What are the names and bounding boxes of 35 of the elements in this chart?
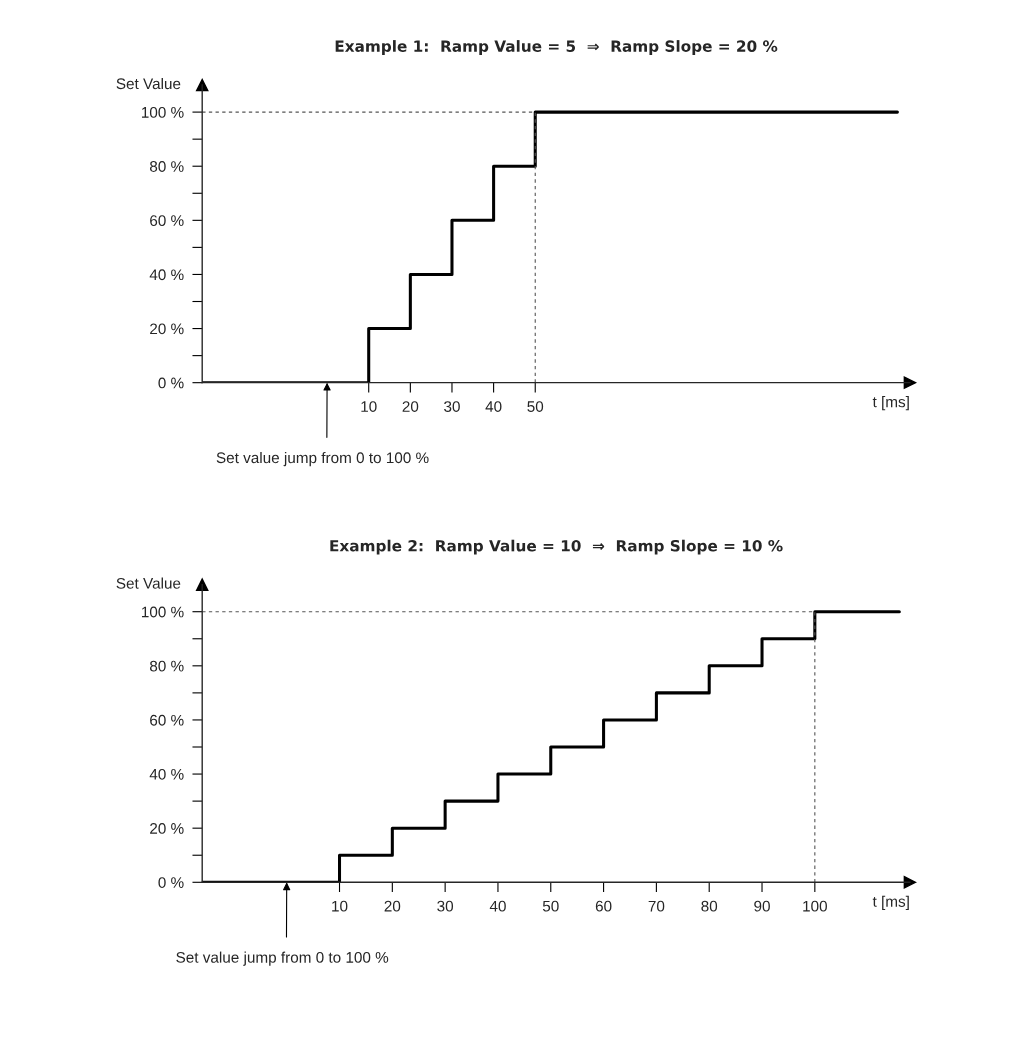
x-axis-title: t [ms]: [872, 895, 909, 910]
y-axis-title: Set Value: [116, 77, 181, 90]
chart-title: Example 1: Ramp Value = 5 ⇒ Ramp Slope = 20 %: [335, 40, 778, 55]
x-tick-label: 20: [402, 401, 419, 412]
x-tick-label: 10: [332, 900, 348, 912]
y-tick-label: 40 %: [149, 768, 184, 780]
y-tick-label: 60 %: [150, 714, 184, 726]
annotation: Set value jump from 0 to 100 %: [216, 451, 429, 467]
y-tick-label: 20 %: [150, 823, 184, 834]
y-tick-label: 80 %: [149, 161, 184, 172]
x-tick-label: 20: [384, 900, 401, 912]
x-tick-label: 50: [542, 900, 559, 912]
x-tick-label: 70: [648, 900, 665, 912]
x-tick-label: 30: [437, 900, 454, 912]
annotation: Set value jump from 0 to 100 %: [176, 951, 389, 966]
x-tick-label: 30: [444, 401, 460, 412]
x-tick-label: 60: [595, 900, 612, 912]
y-axis-title: Set Value: [116, 577, 181, 589]
x-tick-label: 80: [701, 900, 718, 912]
y-tick-label: 0 %: [158, 877, 184, 888]
y-tick-label: 80 %: [149, 660, 184, 672]
y-tick-label: 40 %: [149, 269, 184, 281]
x-tick-label: 40: [489, 900, 506, 912]
x-tick-label: 50: [527, 401, 544, 412]
x-tick-label: 40: [485, 401, 502, 412]
y-tick-label: 20 %: [150, 323, 184, 335]
y-tick-label: 100 %: [141, 606, 184, 618]
y-tick-label: 100 %: [141, 106, 184, 118]
x-tick-label: 90: [754, 900, 770, 912]
y-tick-label: 60 %: [150, 215, 184, 227]
x-tick-label: 10: [361, 401, 377, 412]
x-tick-label: 100: [803, 900, 827, 912]
x-axis-title: t [ms]: [872, 396, 909, 411]
chart-title: Example 2: Ramp Value = 10 ⇒ Ramp Slope = 10 %: [330, 539, 783, 555]
y-tick-label: 0 %: [158, 377, 184, 389]
